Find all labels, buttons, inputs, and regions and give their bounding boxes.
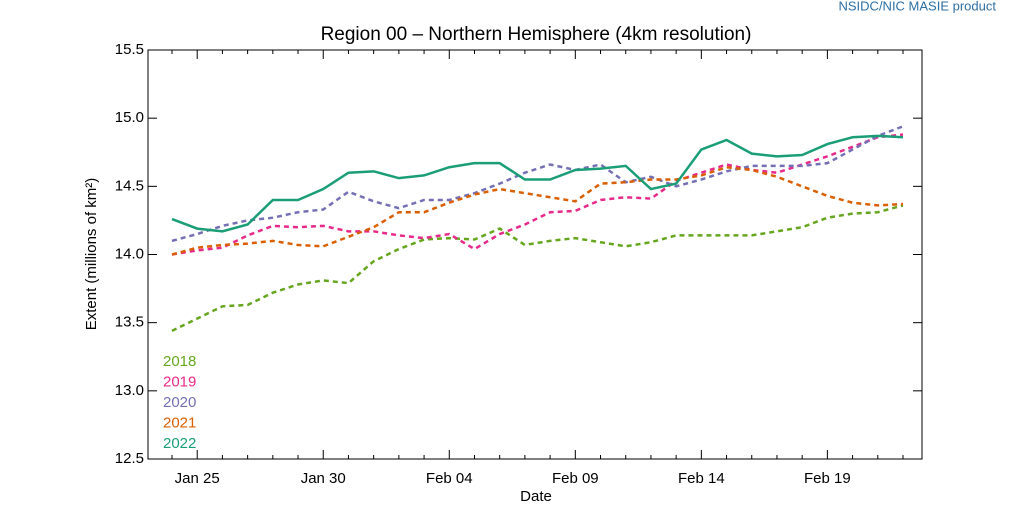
legend-label: 2020 bbox=[163, 394, 196, 411]
x-tick-label: Feb 14 bbox=[678, 470, 725, 487]
legend-label: 2022 bbox=[163, 435, 196, 452]
y-tick-label: 13.5 bbox=[115, 314, 144, 331]
y-tick-label: 15.5 bbox=[115, 41, 144, 58]
x-tick-label: Jan 30 bbox=[301, 470, 346, 487]
legend-label: 2021 bbox=[163, 414, 196, 431]
y-tick-label: 14.0 bbox=[115, 245, 144, 262]
series-line bbox=[171, 165, 904, 256]
plot-frame bbox=[147, 49, 923, 460]
y-tick-label: 12.5 bbox=[115, 450, 144, 467]
y-tick-label: 14.5 bbox=[115, 177, 144, 194]
series-line bbox=[171, 125, 904, 243]
x-tick-label: Feb 04 bbox=[426, 470, 473, 487]
y-tick-label: 15.0 bbox=[115, 109, 144, 126]
series-line bbox=[171, 133, 904, 256]
legend-label: 2019 bbox=[163, 373, 196, 390]
chart-title: Region 00 – Northern Hemisphere (4km res… bbox=[321, 24, 752, 45]
x-tick-label: Jan 25 bbox=[175, 470, 220, 487]
y-tick-label: 13.0 bbox=[115, 382, 144, 399]
series-line bbox=[171, 134, 904, 233]
x-tick-label: Feb 09 bbox=[552, 470, 599, 487]
y-axis-label: Extent (millions of km²) bbox=[83, 178, 100, 331]
x-axis-label: Date bbox=[520, 488, 552, 505]
source-note: NSIDC/NIC MASIE product bbox=[839, 0, 997, 13]
series-line bbox=[171, 204, 904, 332]
legend-label: 2018 bbox=[163, 353, 196, 370]
x-tick-label: Feb 19 bbox=[804, 470, 851, 487]
